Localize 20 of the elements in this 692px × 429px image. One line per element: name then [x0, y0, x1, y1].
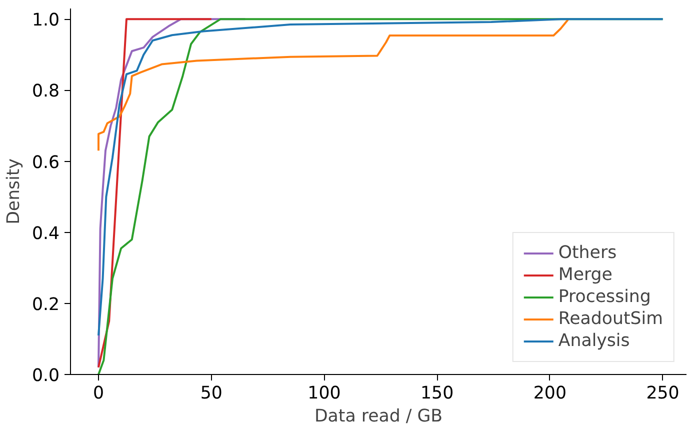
y-tick-label: 0.8	[32, 82, 60, 102]
legend-label: Analysis	[558, 331, 630, 351]
legend-label: Processing	[558, 287, 651, 307]
y-tick-label: 0.0	[32, 366, 60, 386]
legend-label: ReadoutSim	[558, 309, 663, 329]
x-tick-label: 150	[420, 384, 454, 404]
y-tick-label: 0.4	[32, 224, 60, 244]
y-axis-title: Density	[4, 158, 24, 224]
y-tick-label: 0.2	[32, 294, 60, 315]
legend-label: Others	[558, 243, 617, 263]
y-tick-label: 1.0	[32, 10, 60, 31]
x-tick-label: 0	[92, 384, 104, 404]
x-tick-label: 50	[200, 384, 222, 404]
legend-label: Merge	[558, 265, 612, 285]
x-axis-title: Data read / GB	[314, 406, 443, 426]
line-series	[97, 18, 569, 152]
x-tick-label: 100	[308, 384, 341, 404]
y-tick-label: 0.6	[32, 152, 60, 173]
x-tick-label: 250	[646, 384, 680, 404]
x-tick-label: 200	[533, 384, 566, 404]
